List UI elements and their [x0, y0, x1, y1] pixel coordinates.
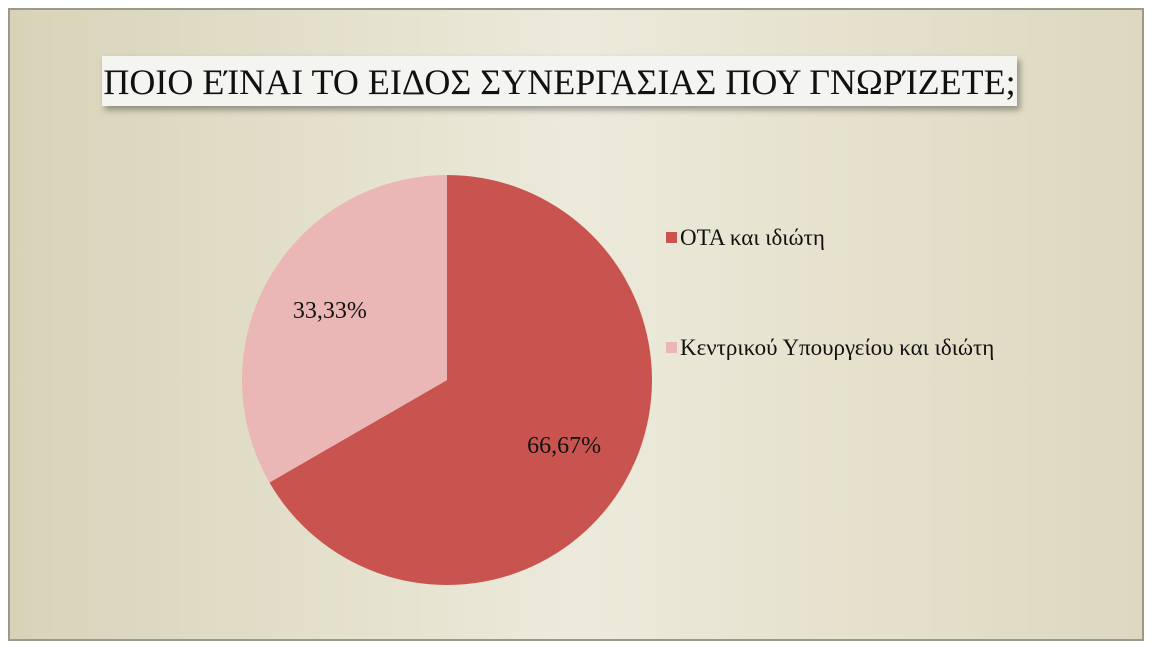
legend-item: Κεντρικού Υπουργείου και ιδιώτη — [666, 333, 1010, 363]
legend-item: ΟΤΑ και ιδιώτη — [666, 223, 1010, 253]
pie-slice — [241, 175, 447, 483]
legend-label: ΟΤΑ και ιδιώτη — [680, 225, 825, 250]
data-label: 66,67% — [527, 433, 601, 459]
chart-title: ΠΟΙΟ ΕΊΝΑΙ ΤΟ ΕΙΔΟΣ ΣΥΝΕΡΓΑΣΙΑΣ ΠΟΥ ΓΝΩΡ… — [102, 56, 1017, 106]
chart: 66,67% 33,33% — [241, 175, 652, 585]
slide: ΠΟΙΟ ΕΊΝΑΙ ΤΟ ΕΙΔΟΣ ΣΥΝΕΡΓΑΣΙΑΣ ΠΟΥ ΓΝΩΡ… — [8, 8, 1144, 641]
legend-swatch — [666, 342, 677, 353]
legend-swatch — [666, 232, 677, 243]
legend-label: Κεντρικού Υπουργείου και ιδιώτη — [680, 335, 995, 360]
data-label: 33,33% — [293, 298, 367, 324]
pie-slice — [269, 175, 652, 585]
